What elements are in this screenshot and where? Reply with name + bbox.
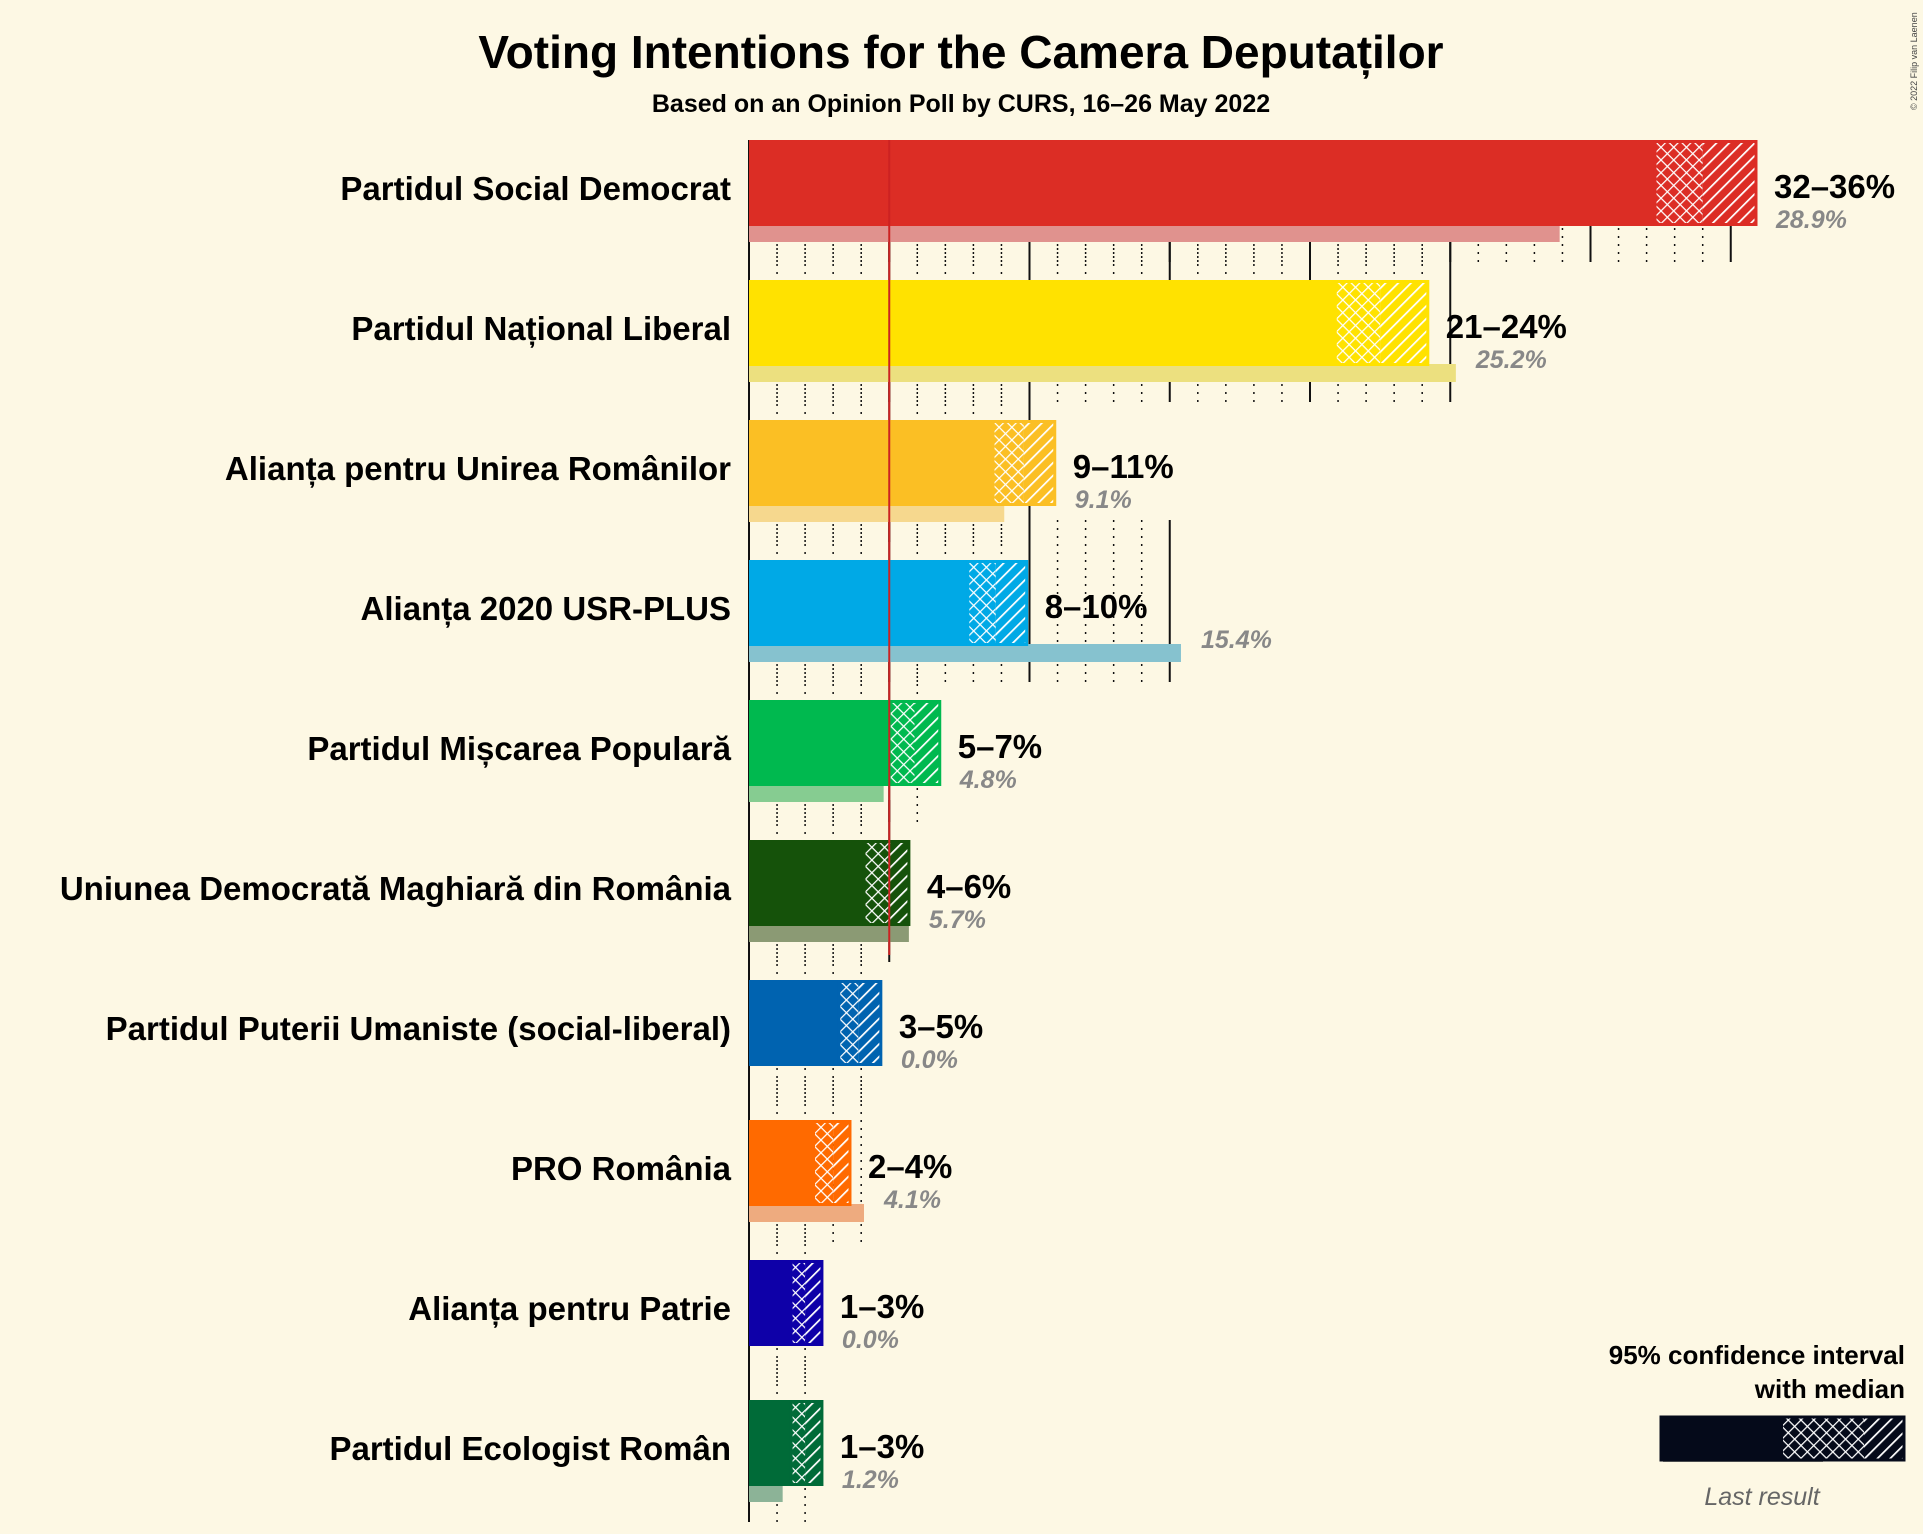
bar-ci-outline <box>789 1400 824 1486</box>
last-result-label: 5.7% <box>929 906 986 934</box>
bar-ci-low-hatch <box>1655 140 1703 226</box>
legend-line2: with median <box>1754 1374 1905 1404</box>
last-result-bar <box>749 1204 865 1222</box>
copyright: © 2022 Filip van Laenen <box>1909 12 1919 110</box>
last-result-label: 28.9% <box>1775 206 1847 234</box>
bar-main <box>749 280 1336 366</box>
last-result-label: 9.1% <box>1075 486 1132 514</box>
bar-ci-outline <box>966 560 1029 646</box>
party-label: Alianța pentru Patrie <box>408 1290 731 1328</box>
legend-line1: 95% confidence interval <box>1609 1340 1905 1370</box>
party-label: PRO România <box>511 1150 732 1187</box>
party-label: Uniunea Democrată Maghiară din România <box>60 870 732 907</box>
bar-main <box>749 700 890 786</box>
bar-ci-high-hatch <box>995 560 1027 646</box>
bar-ci-outline <box>812 1120 852 1206</box>
range-label: 4–6% <box>927 868 1011 905</box>
chart-title: Voting Intentions for the Camera Deputaț… <box>478 26 1443 79</box>
bar-ci-high-hatch <box>805 1260 822 1346</box>
range-label: 9–11% <box>1073 448 1174 485</box>
bar-ci-low-hatch <box>791 1400 806 1486</box>
bar-main <box>749 560 968 646</box>
legend-ci-high-hatch <box>1864 1417 1904 1460</box>
bar-ci-high-hatch <box>1023 420 1055 506</box>
bar-ci-high-hatch <box>889 840 909 926</box>
bar-main <box>749 420 994 506</box>
bar-main <box>749 840 865 926</box>
legend-bar <box>1661 1417 1783 1460</box>
party-label: Alianța 2020 USR-PLUS <box>361 590 731 628</box>
bar-main <box>749 980 839 1066</box>
bar-main <box>749 1120 814 1206</box>
range-label: 3–5% <box>899 1008 983 1045</box>
last-result-bar <box>749 644 1181 662</box>
bar-ci-outline <box>1333 280 1430 366</box>
bar-ci-high-hatch <box>833 1120 850 1206</box>
party-label: Partidul Social Democrat <box>340 170 731 207</box>
bar-ci-low-hatch <box>889 700 915 786</box>
bar-ci-low-hatch <box>993 420 1024 506</box>
last-result-label: 25.2% <box>1475 346 1547 374</box>
range-label: 1–3% <box>840 1428 924 1465</box>
party-label: Partidul Puterii Umaniste (social-libera… <box>106 1010 731 1047</box>
legend-ci-low-hatch <box>1783 1417 1864 1460</box>
party-label: Partidul Ecologist Român <box>329 1430 731 1467</box>
last-result-bar <box>749 504 1005 522</box>
party-label: Partidul Mișcarea Populară <box>307 730 731 768</box>
bar-ci-outline <box>837 980 883 1066</box>
last-result-label: 1.2% <box>842 1466 899 1494</box>
range-label: 32–36% <box>1774 168 1895 205</box>
range-label: 5–7% <box>958 728 1042 765</box>
range-label: 2–4% <box>868 1148 952 1185</box>
last-result-label: 0.0% <box>901 1046 958 1074</box>
bar-ci-outline <box>862 840 911 926</box>
chart-subtitle: Based on an Opinion Poll by CURS, 16–26 … <box>652 90 1270 118</box>
bar-ci-high-hatch <box>914 700 940 786</box>
last-result-label: 15.4% <box>1201 626 1272 654</box>
bar-ci-low-hatch <box>864 840 890 926</box>
party-label: Alianța pentru Unirea Românilor <box>225 450 731 488</box>
labels: Partidul Social Democrat 32–36%28.9% Parti… <box>60 168 1895 1494</box>
bar-ci-high-hatch <box>1380 280 1428 366</box>
last-result-label: 4.8% <box>959 766 1017 794</box>
bar-main <box>749 1260 792 1346</box>
last-result-label: 0.0% <box>842 1326 899 1354</box>
bar-ci-low-hatch <box>967 560 996 646</box>
last-result-bar <box>749 924 909 942</box>
bar-ci-low-hatch <box>813 1120 834 1206</box>
bar-ci-outline <box>789 1260 824 1346</box>
bar-ci-high-hatch <box>858 980 881 1066</box>
last-result-bar <box>749 224 1560 242</box>
legend-last-result: Last result <box>1704 1483 1820 1511</box>
bar-ci-outline <box>991 420 1057 506</box>
range-label: 1–3% <box>840 1288 924 1325</box>
range-label: 21–24% <box>1446 308 1567 345</box>
range-label: 8–10% <box>1045 588 1148 625</box>
last-result-bar <box>749 784 884 802</box>
bar-main <box>749 1400 792 1486</box>
last-result-bar <box>749 1484 783 1502</box>
bar-ci-low-hatch <box>791 1260 806 1346</box>
bar-main <box>749 140 1656 226</box>
bar-ci-outline <box>1653 140 1758 226</box>
bar-ci-high-hatch <box>805 1400 822 1486</box>
last-result-label: 4.1% <box>883 1186 941 1214</box>
legend-outline <box>1659 1415 1906 1462</box>
bars <box>749 140 1758 1502</box>
bar-ci-low-hatch <box>1335 280 1381 366</box>
bar-ci-low-hatch <box>838 980 859 1066</box>
party-label: Partidul Național Liberal <box>351 310 731 348</box>
legend: 95% confidence interval with median Last… <box>1609 1340 1906 1511</box>
bar-ci-high-hatch <box>1702 140 1756 226</box>
last-result-bar <box>749 364 1456 382</box>
